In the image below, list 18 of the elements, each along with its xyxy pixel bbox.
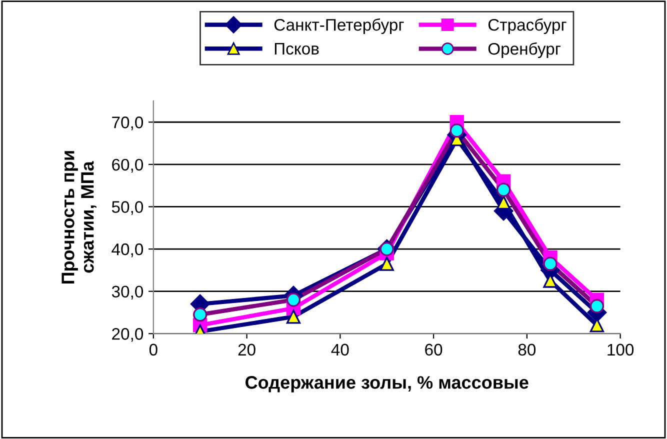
x-tick-label: 0	[149, 344, 158, 356]
legend-label: Оренбург	[488, 42, 560, 58]
y-tick-label: 70,0	[112, 116, 144, 130]
x-tick-label: 20	[238, 344, 256, 356]
x-axis-title: Содержание золы, % массовые	[246, 376, 528, 392]
x-tick-label: 100	[608, 344, 634, 356]
x-tick-label: 80	[518, 344, 536, 356]
y-tick-label: 40,0	[112, 243, 144, 258]
y-tick-label: 60,0	[112, 158, 144, 173]
y-axis-title: Прочность при сжатии, МПа	[62, 151, 96, 284]
legend-label: Страсбург	[488, 18, 566, 34]
legend-label: Псков	[274, 42, 319, 55]
y-tick-label: 20,0	[112, 328, 144, 342]
y-tick-label: 30,0	[112, 286, 144, 300]
y-tick-label: 50,0	[112, 201, 144, 215]
legend-label: Санкт-Петербург	[274, 18, 404, 34]
x-tick-label: 60	[425, 344, 442, 356]
x-tick-label: 40	[331, 344, 349, 356]
